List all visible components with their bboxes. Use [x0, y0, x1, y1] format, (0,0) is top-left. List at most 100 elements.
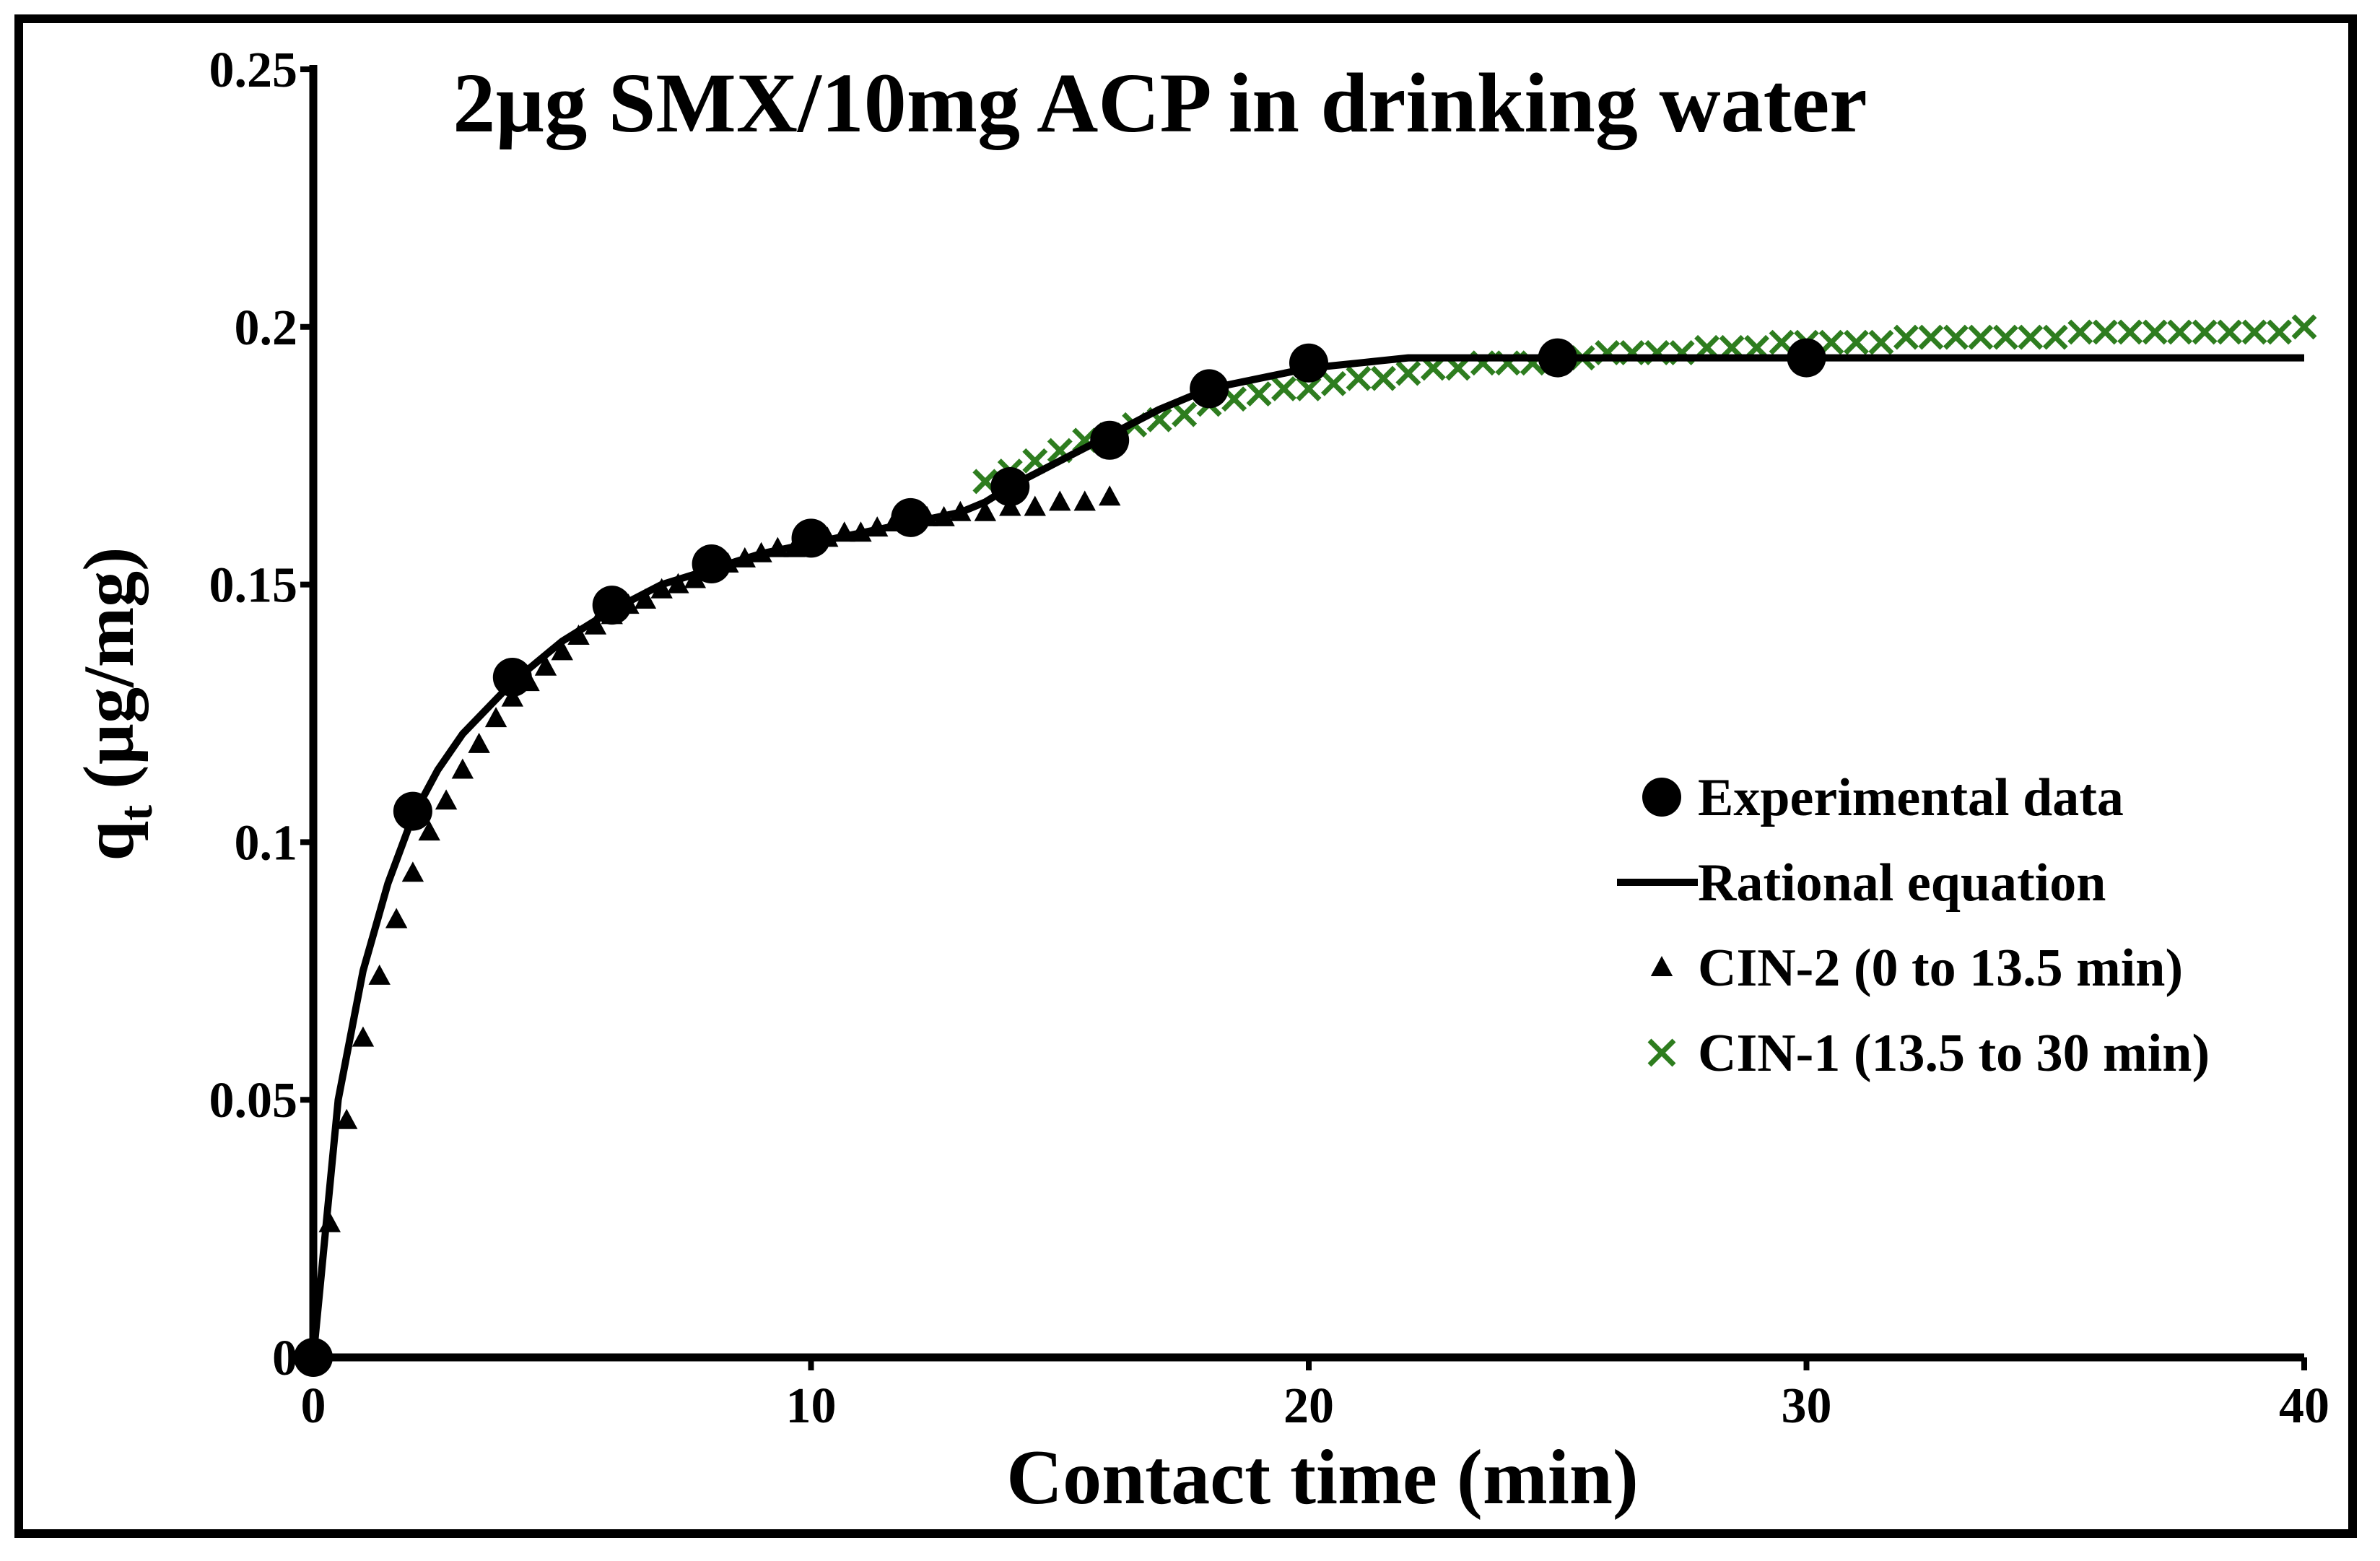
cin2-marker: [1099, 485, 1121, 506]
legend: Experimental data Rational equation CIN-2 …: [1617, 768, 2210, 1083]
cin1-marker: [1271, 375, 1296, 401]
experimental-data-point: [592, 586, 632, 625]
y-tick-label: 0.2: [235, 300, 298, 356]
legend-symbol-experimental: [1642, 778, 1681, 817]
cin2-marker: [1049, 490, 1071, 511]
cin2-marker: [401, 861, 424, 882]
cin2-marker: [667, 573, 689, 593]
cin2-marker: [534, 655, 557, 676]
cin2-marker: [650, 578, 673, 599]
experimental-data-point: [1289, 343, 1328, 383]
experimental-data-point: [1190, 369, 1229, 409]
legend-label: CIN-1 (13.5 to 30 min): [1698, 1024, 2210, 1083]
legend-symbol-cin1: [1647, 1038, 1676, 1067]
experimental-data-point: [294, 1338, 333, 1377]
y-axis-label-unit: (µg/mg): [69, 547, 149, 789]
cin1-marker: [2018, 324, 2044, 350]
y-axis-label-main: q: [69, 821, 149, 861]
y-tick-label: 0.25: [209, 43, 298, 98]
cin2-marker: [1024, 495, 1046, 516]
x-tick-label: 40: [2279, 1378, 2329, 1434]
cin2-marker: [584, 614, 607, 635]
cin2-marker: [418, 820, 440, 841]
y-tick-label: 0: [272, 1331, 297, 1386]
cin2-marker: [567, 624, 590, 645]
y-tick-label: 0.1: [235, 815, 298, 871]
y-tick-label: 0.15: [209, 558, 298, 614]
cin2-marker: [335, 1108, 358, 1129]
experimental-data-point: [492, 658, 532, 697]
cin1-marker: [2217, 319, 2243, 345]
legend-label: Rational equation: [1698, 853, 2106, 913]
cin1-marker: [2192, 319, 2218, 345]
cin2-marker: [468, 732, 490, 753]
cin2-marker: [949, 500, 972, 521]
axes: 0 0.05 0.1 0.15 0.2 0.25 0 10 20 30 40: [209, 43, 2330, 1434]
experimental-data-point: [1787, 338, 1826, 378]
x-tick-label: 0: [301, 1378, 326, 1434]
plot-area: [294, 314, 2317, 1377]
x-axis-label: Contact time (min): [1006, 1435, 1639, 1521]
cin1-marker: [1321, 370, 1346, 396]
chart-canvas: 2µg SMX/10mg ACP in drinking water qt (µg…: [69, 43, 2330, 1521]
cin2-marker: [850, 521, 872, 542]
cin1-marker: [1818, 329, 1844, 355]
cin1-marker: [1346, 365, 1372, 391]
cin2-marker: [684, 568, 707, 588]
y-tick-label: 0.05: [209, 1073, 298, 1129]
cin2-marker: [1073, 490, 1096, 511]
cin2-marker: [767, 536, 789, 557]
cin1-marker: [1943, 324, 1969, 350]
cin2-marker: [833, 521, 855, 542]
cin1-marker: [1395, 360, 1421, 386]
experimental-data-point: [990, 467, 1030, 507]
cin2-marker: [933, 505, 955, 526]
cin2-marker: [866, 516, 889, 537]
cin1-marker: [2267, 319, 2292, 345]
cin2-marker: [352, 1026, 375, 1047]
x-tick-label: 10: [786, 1378, 837, 1434]
cin1-marker: [2167, 319, 2193, 345]
cin1-marker: [1968, 324, 1994, 350]
cin2-marker: [634, 588, 657, 609]
cin1-marker: [1370, 365, 1396, 391]
cin1-marker: [1918, 324, 1944, 350]
cin2-marker: [484, 707, 507, 728]
legend-symbol-cin2: [1650, 956, 1673, 976]
svg-text:qt(µg/mg): qt (µg/mg): [69, 547, 162, 861]
experimental-data-point: [692, 544, 731, 584]
y-axis-label: qt (µg/mg): [69, 547, 162, 861]
cin2-marker: [974, 500, 997, 521]
cin2-marker: [368, 964, 391, 985]
legend-label: CIN-2 (0 to 13.5 min): [1698, 939, 2183, 998]
cin1-marker: [2291, 314, 2317, 340]
cin2-marker: [750, 542, 772, 562]
cin1-marker: [1172, 401, 1198, 427]
experimental-data-point: [891, 497, 930, 537]
cin2-marker: [551, 640, 573, 661]
cin1-marker: [2142, 319, 2168, 345]
cin2-marker: [733, 547, 756, 568]
cin1-marker: [1992, 324, 2018, 350]
cin2-marker: [451, 758, 474, 779]
experimental-data-point: [1090, 420, 1130, 460]
y-axis-label-subscript: t: [110, 805, 162, 821]
cin1-marker: [2042, 324, 2068, 350]
rational-equation-line: [310, 354, 2304, 1358]
cin1-marker: [1769, 329, 1795, 355]
cin2-marker: [435, 789, 458, 810]
experimental-data-point: [791, 518, 831, 558]
x-tick-label: 30: [1782, 1378, 1832, 1434]
cin1-marker: [1296, 375, 1322, 401]
cin2-marker: [318, 1212, 341, 1232]
cin1-marker: [1246, 381, 1272, 407]
cin1-marker: [1893, 324, 1919, 350]
experimental-data-point: [393, 791, 432, 831]
cin1-marker: [2092, 319, 2118, 345]
x-tick-label: 20: [1283, 1378, 1334, 1434]
legend-label: Experimental data: [1698, 768, 2124, 827]
cin1-marker: [2117, 319, 2143, 345]
chart-title: 2µg SMX/10mg ACP in drinking water: [453, 56, 1867, 150]
cin1-marker: [2067, 319, 2093, 345]
cin2-marker: [385, 908, 408, 929]
